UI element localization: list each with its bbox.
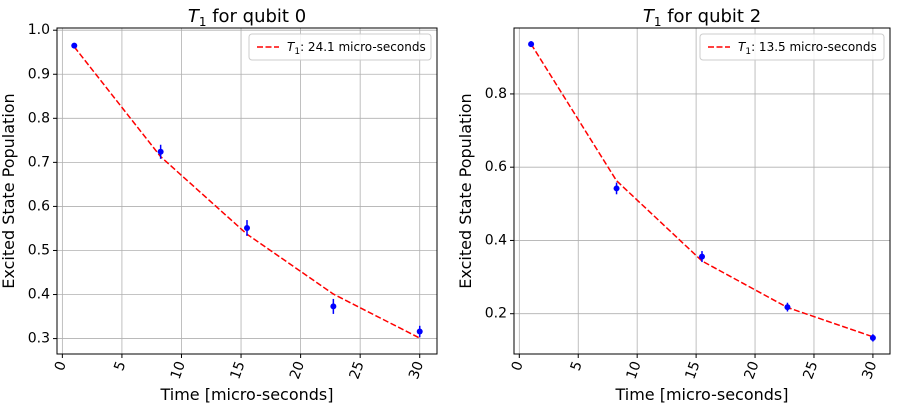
legend-label: T1: 13.5 micro-seconds — [738, 40, 877, 57]
y-tick-label: 0.2 — [485, 306, 507, 322]
plot-frame — [56, 27, 438, 355]
chart-title: T1 for qubit 0 — [188, 6, 306, 29]
y-tick-label: 0.7 — [28, 154, 50, 170]
plot-frame — [513, 27, 891, 355]
x-tick-label: 5 — [111, 359, 129, 373]
x-axis-label: Time [micro-seconds] — [614, 385, 788, 404]
data-point — [528, 41, 535, 48]
x-tick-label: 30 — [406, 359, 427, 381]
y-tick-label: 0.6 — [28, 198, 50, 214]
x-tick-label: 0 — [509, 359, 527, 373]
legend-box — [699, 33, 885, 61]
y-tick-label: 0.8 — [485, 86, 507, 102]
y-axis-label: Excited State Population — [456, 93, 475, 288]
x-tick-label: 25 — [800, 359, 821, 381]
x-tick-label: 0 — [52, 359, 70, 373]
x-tick-label: 5 — [568, 359, 586, 373]
x-tick-label: 10 — [168, 359, 189, 381]
y-tick-label: 0.9 — [28, 66, 50, 82]
data-point — [330, 303, 337, 310]
data-point — [416, 328, 423, 335]
data-point — [613, 185, 620, 192]
y-tick-label: 0.4 — [485, 232, 507, 248]
x-tick-label: 20 — [741, 359, 762, 381]
data-point — [699, 253, 705, 260]
data-point — [71, 42, 78, 49]
x-tick-label: 25 — [347, 359, 368, 381]
y-tick-label: 0.3 — [28, 331, 50, 347]
data-point — [244, 225, 250, 232]
x-axis-label: Time [micro-seconds] — [159, 385, 333, 404]
y-axis-label: Excited State Population — [0, 93, 18, 288]
data-point — [784, 304, 791, 311]
y-tick-label: 0.8 — [28, 110, 50, 126]
legend-box — [248, 33, 432, 61]
legend-label: T1: 24.1 micro-seconds — [287, 40, 426, 57]
y-tick-label: 0.4 — [28, 287, 50, 303]
x-tick-label: 20 — [287, 359, 308, 381]
y-tick-label: 0.6 — [485, 159, 507, 175]
fit-line — [530, 43, 874, 338]
y-tick-label: 0.5 — [28, 242, 50, 258]
y-tick-label: 1.0 — [28, 22, 50, 38]
x-tick-label: 30 — [859, 359, 880, 381]
chart-title: T1 for qubit 2 — [643, 6, 761, 29]
x-tick-label: 15 — [227, 359, 248, 381]
data-point — [157, 148, 164, 155]
x-tick-label: 15 — [682, 359, 703, 381]
chart-1: 0 5 10 15 20 25 30 0.2 0.4 0.6 0.8 T1 for qubit 2 Ti… — [456, 6, 891, 404]
data-point — [869, 334, 876, 341]
x-tick-label: 10 — [624, 359, 645, 381]
chart-0: 0 5 10 15 20 25 30 0.3 0.4 0.5 0.6 0.7 0.8 0.9 1.0 T1 f… — [0, 6, 438, 404]
